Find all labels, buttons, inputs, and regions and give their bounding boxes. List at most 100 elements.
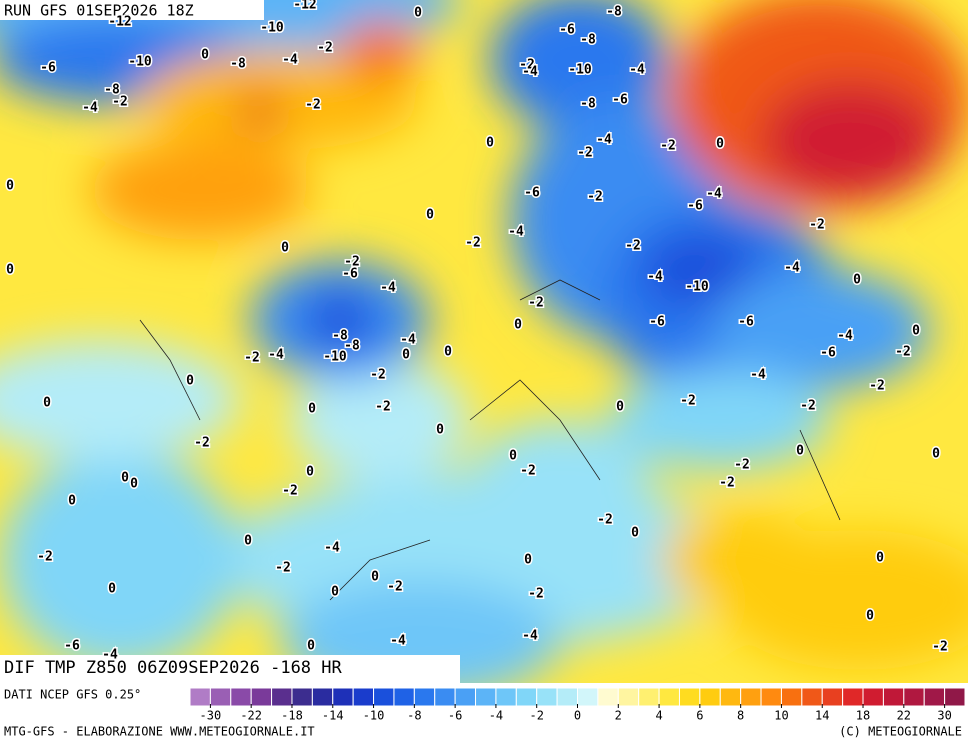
colorbar-tick-label: 2 xyxy=(615,709,622,723)
color-swatch xyxy=(821,687,844,707)
contour-label: 0 xyxy=(402,348,410,363)
contour-label: -2 xyxy=(112,95,128,110)
color-swatch xyxy=(454,687,477,707)
contour-label: -2 xyxy=(680,394,696,409)
contour-label: -10 xyxy=(260,21,284,36)
run-label: RUN GFS 01SEP2026 18Z xyxy=(4,2,194,20)
color-swatch xyxy=(311,687,334,707)
contour-label: -2 xyxy=(528,296,544,311)
contour-label: -2 xyxy=(519,58,535,73)
contour-label: -4 xyxy=(508,225,524,240)
color-swatch xyxy=(189,687,211,707)
color-swatch xyxy=(556,687,579,707)
contour-label: -10 xyxy=(323,350,347,365)
contour-label: -12 xyxy=(293,0,316,13)
contour-label: -10 xyxy=(568,63,592,78)
color-swatch xyxy=(719,687,742,707)
contour-label: -2 xyxy=(597,513,613,528)
contour-label: -12 xyxy=(108,15,131,30)
contour-label: 0 xyxy=(186,374,194,389)
contour-label: -2 xyxy=(275,561,291,576)
contour-label: 0 xyxy=(524,553,532,568)
colorbar-tick-label: -6 xyxy=(448,709,462,723)
contour-label: -8 xyxy=(580,97,596,112)
contour-label: 0 xyxy=(306,465,314,480)
contour-label: 0 xyxy=(616,400,624,415)
colorbar-tick-label: -10 xyxy=(363,709,385,723)
color-swatch xyxy=(801,687,823,707)
colorbar-tick-label: -8 xyxy=(407,709,421,723)
colorbar-tick-label: 6 xyxy=(696,709,703,723)
contour-label: 0 xyxy=(716,137,724,152)
color-swatch xyxy=(678,687,701,707)
contour-label: -8 xyxy=(606,5,622,20)
contour-label: -8 xyxy=(104,83,120,98)
color-swatch xyxy=(413,687,436,707)
color-swatch xyxy=(332,687,354,707)
color-swatch xyxy=(475,687,497,707)
contour-label: -2 xyxy=(809,218,825,233)
contour-label: -4 xyxy=(522,629,538,644)
contour-label: 0 xyxy=(486,136,494,151)
color-swatch xyxy=(209,687,232,707)
contour-label: -6 xyxy=(342,267,358,282)
color-swatch xyxy=(780,687,803,707)
contour-label: 0 xyxy=(43,396,51,411)
contour-label: -4 xyxy=(400,333,416,348)
contour-label: -2 xyxy=(344,255,360,270)
contour-label: -2 xyxy=(625,239,641,254)
color-swatch xyxy=(230,687,252,707)
colorbar-tick-label: -30 xyxy=(200,709,222,723)
contour-label: -4 xyxy=(282,53,298,68)
contour-labels: -12 -10-12-6 -10 -8 -4-20-8-4 -2 -200-2-4 -10-8… xyxy=(5,0,950,664)
contour-label: -6 xyxy=(524,186,540,201)
contour-label: 0 xyxy=(307,639,315,654)
contour-label: 0 xyxy=(866,609,874,624)
contour-label: -4 xyxy=(268,348,284,363)
contour-label: 0 xyxy=(6,179,14,194)
color-swatch xyxy=(882,687,905,707)
contour-label: -4 xyxy=(596,133,612,148)
color-swatch xyxy=(638,687,660,707)
contour-label: -2 xyxy=(587,190,603,205)
contour-label: -2 xyxy=(577,146,593,161)
contour-label: -2 xyxy=(244,351,260,366)
color-swatch xyxy=(271,687,293,707)
color-swatch xyxy=(842,687,864,707)
color-swatch xyxy=(740,687,762,707)
contour-label: -10 xyxy=(685,280,709,295)
colorbar-tick-label: 30 xyxy=(937,709,951,723)
credit-label: MTG-GFS - ELABORAZIONE WWW.METEOGIORNALE… xyxy=(4,725,315,739)
contour-label: -2 xyxy=(520,464,536,479)
contour-label: -6 xyxy=(559,23,575,38)
contour-label: -4 xyxy=(706,187,722,202)
contour-label: -4 xyxy=(324,541,340,556)
contour-label: 0 xyxy=(281,241,289,256)
contour-label: -6 xyxy=(612,93,628,108)
contour-label: 0 xyxy=(308,402,316,417)
contour-label: 0 xyxy=(796,444,804,459)
contour-label: -2 xyxy=(194,436,210,451)
color-swatch xyxy=(434,687,456,707)
contour-label: -4 xyxy=(102,648,118,663)
colorbar-tick-label: 0 xyxy=(574,709,581,723)
source-label: DATI NCEP GFS 0.25° xyxy=(4,688,141,702)
field-label: DIF TMP Z850 06Z09SEP2026 -168 HR xyxy=(4,658,343,678)
contour-label: -2 xyxy=(305,98,321,113)
contour-label: -4 xyxy=(629,63,645,78)
contour-label: 0 xyxy=(444,345,452,360)
contour-label: -6 xyxy=(649,315,665,330)
contour-label: 0 xyxy=(436,423,444,438)
contour-label: 0 xyxy=(6,263,14,278)
contour-label: -4 xyxy=(522,65,538,80)
contour-label: -8 xyxy=(332,329,348,344)
contour-label: 0 xyxy=(912,324,920,339)
contour-label: -4 xyxy=(837,329,853,344)
contour-label: -2 xyxy=(800,399,816,414)
map-field xyxy=(0,0,968,683)
colorbar: -30 -22 -18 -14 -10 -8 -6 -4 -2 0 2 4 6 8 10 14 18 22 30 xyxy=(189,687,966,723)
contour-label: -8 xyxy=(230,57,246,72)
colorbar-tick-label: -2 xyxy=(529,709,543,723)
